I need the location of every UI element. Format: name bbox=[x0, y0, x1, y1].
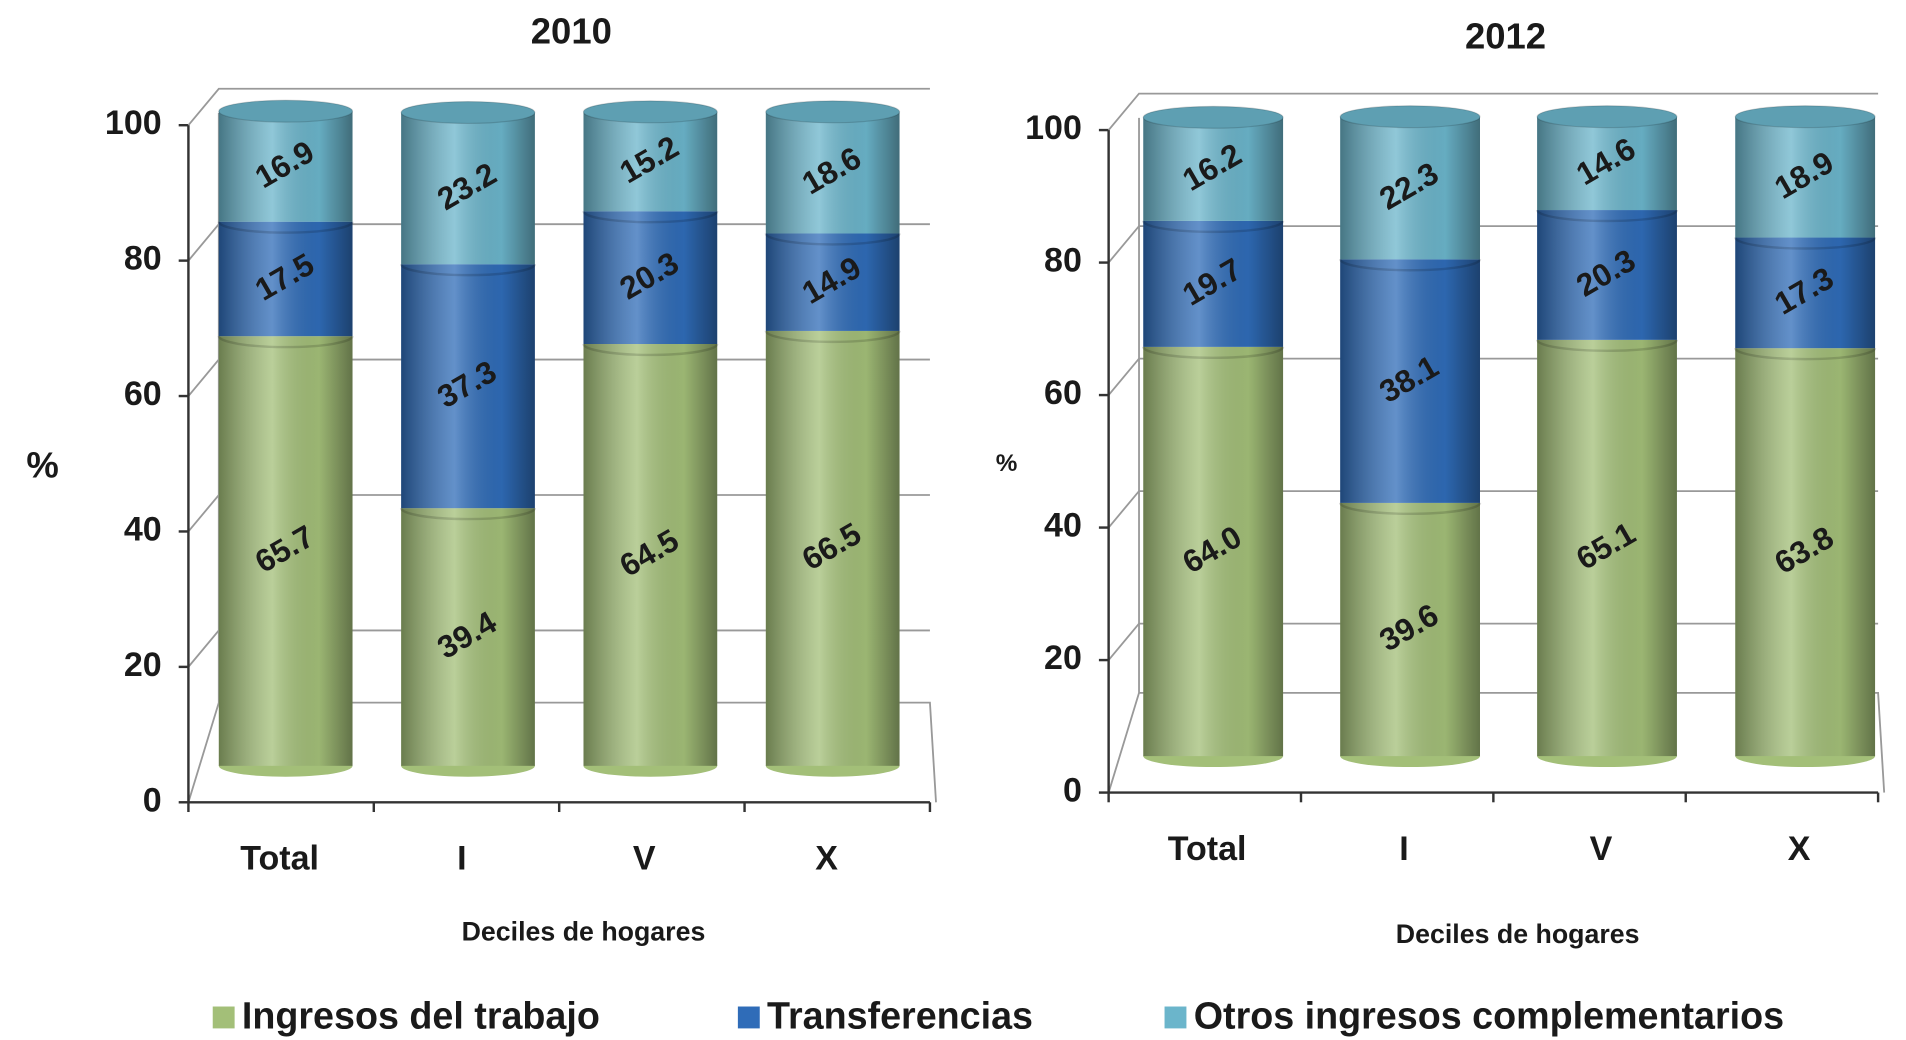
segment-edge bbox=[399, 263, 537, 277]
legend-swatch bbox=[1164, 1006, 1187, 1029]
shading bbox=[401, 508, 535, 766]
cylinder-top-shade bbox=[1142, 105, 1284, 129]
y-tick-label: 20 bbox=[1044, 639, 1082, 677]
shading bbox=[218, 111, 353, 222]
cylinder-top bbox=[1143, 106, 1284, 129]
cylinder-top-shade bbox=[218, 99, 354, 123]
y-tick-label: 100 bbox=[1025, 109, 1082, 147]
cylinder-top bbox=[1340, 105, 1480, 128]
back-wall bbox=[1107, 117, 1886, 793]
chart-title: 2012 bbox=[1465, 16, 1546, 57]
segment-edge bbox=[764, 233, 901, 246]
x-tick-label: I bbox=[457, 840, 466, 878]
segment-edge bbox=[582, 210, 719, 224]
legend-swatch bbox=[737, 1006, 760, 1029]
shading bbox=[401, 264, 535, 509]
y-tick-label: 60 bbox=[124, 375, 162, 413]
grid-line bbox=[1107, 92, 1879, 131]
cylinder-top-shade bbox=[1536, 105, 1678, 129]
shading bbox=[583, 211, 718, 345]
y-tick-label: 60 bbox=[1044, 374, 1082, 412]
x-tick-label: V bbox=[633, 840, 656, 878]
cylinder-top-shade bbox=[1339, 105, 1481, 129]
x-tick-label: I bbox=[1399, 830, 1408, 868]
shading bbox=[1143, 346, 1284, 757]
segment-edge bbox=[1734, 237, 1877, 250]
legend-label: Transferencias bbox=[767, 995, 1033, 1037]
segment-edge bbox=[399, 507, 537, 521]
x-tick-label: Total bbox=[240, 840, 319, 878]
segment-edge bbox=[1338, 258, 1482, 272]
cylinder-top-shade bbox=[582, 100, 718, 124]
cylinder-top-shade bbox=[765, 100, 901, 124]
y-tick-label: 0 bbox=[1063, 772, 1082, 810]
cylinder-top bbox=[765, 100, 900, 123]
y-tick-label: 0 bbox=[143, 781, 162, 819]
segment-edge bbox=[1142, 346, 1285, 360]
legend-swatch bbox=[212, 1006, 235, 1029]
y-tick-label: 80 bbox=[1044, 242, 1082, 280]
cylinder-top bbox=[1537, 105, 1677, 128]
y-tick-label: 20 bbox=[124, 646, 162, 684]
cylinder-top bbox=[583, 100, 718, 123]
segment-edge bbox=[582, 343, 719, 357]
segment-edge bbox=[1338, 502, 1482, 516]
shading bbox=[1143, 117, 1284, 221]
x-tick-label: X bbox=[1788, 830, 1811, 868]
shading bbox=[1340, 116, 1480, 260]
shading bbox=[583, 111, 718, 212]
shading bbox=[765, 330, 900, 766]
segment-edge bbox=[1535, 209, 1679, 223]
shading bbox=[1340, 259, 1480, 503]
segment-edge bbox=[1535, 339, 1679, 353]
shading bbox=[1340, 502, 1480, 757]
x-axis-label: Deciles de hogares bbox=[462, 917, 706, 947]
segment-edge bbox=[217, 335, 354, 349]
shading bbox=[1537, 210, 1677, 340]
y-tick-label: 40 bbox=[1044, 507, 1082, 545]
shading bbox=[218, 336, 353, 766]
shading bbox=[765, 111, 900, 234]
y-axis-label: % bbox=[26, 445, 58, 486]
cylinder-top bbox=[1735, 105, 1876, 128]
legend-label: Ingresos del trabajo bbox=[242, 995, 600, 1037]
cylinder-top-shade bbox=[1734, 105, 1876, 129]
legend-label: Otros ingresos complementarios bbox=[1194, 995, 1784, 1037]
y-tick-label: 40 bbox=[124, 510, 162, 548]
cylinder-top-shade bbox=[400, 100, 536, 125]
cylinder-top bbox=[401, 101, 535, 124]
segment-edge bbox=[764, 330, 901, 344]
x-axis-label: Deciles de hogares bbox=[1396, 919, 1640, 949]
chart-title: 2010 bbox=[531, 11, 612, 52]
shading bbox=[218, 221, 353, 337]
segment-edge bbox=[217, 221, 354, 234]
x-tick-label: Total bbox=[1168, 830, 1247, 868]
shading bbox=[1537, 339, 1677, 757]
x-tick-label: X bbox=[815, 840, 838, 878]
y-axis-label: % bbox=[996, 450, 1018, 477]
y-tick-label: 100 bbox=[105, 104, 162, 142]
shading bbox=[765, 233, 900, 331]
segment-edge bbox=[1734, 347, 1877, 361]
shading bbox=[1735, 116, 1876, 238]
grid-line bbox=[187, 87, 930, 126]
cylinder-top bbox=[218, 100, 353, 123]
segment-edge bbox=[1142, 220, 1285, 234]
shading bbox=[1537, 116, 1677, 211]
shading bbox=[583, 344, 718, 766]
y-tick-label: 80 bbox=[124, 240, 162, 278]
shading bbox=[401, 112, 535, 265]
shading bbox=[1735, 237, 1876, 349]
shading bbox=[1143, 220, 1284, 347]
x-tick-label: V bbox=[1590, 830, 1613, 868]
shading bbox=[1735, 348, 1876, 757]
